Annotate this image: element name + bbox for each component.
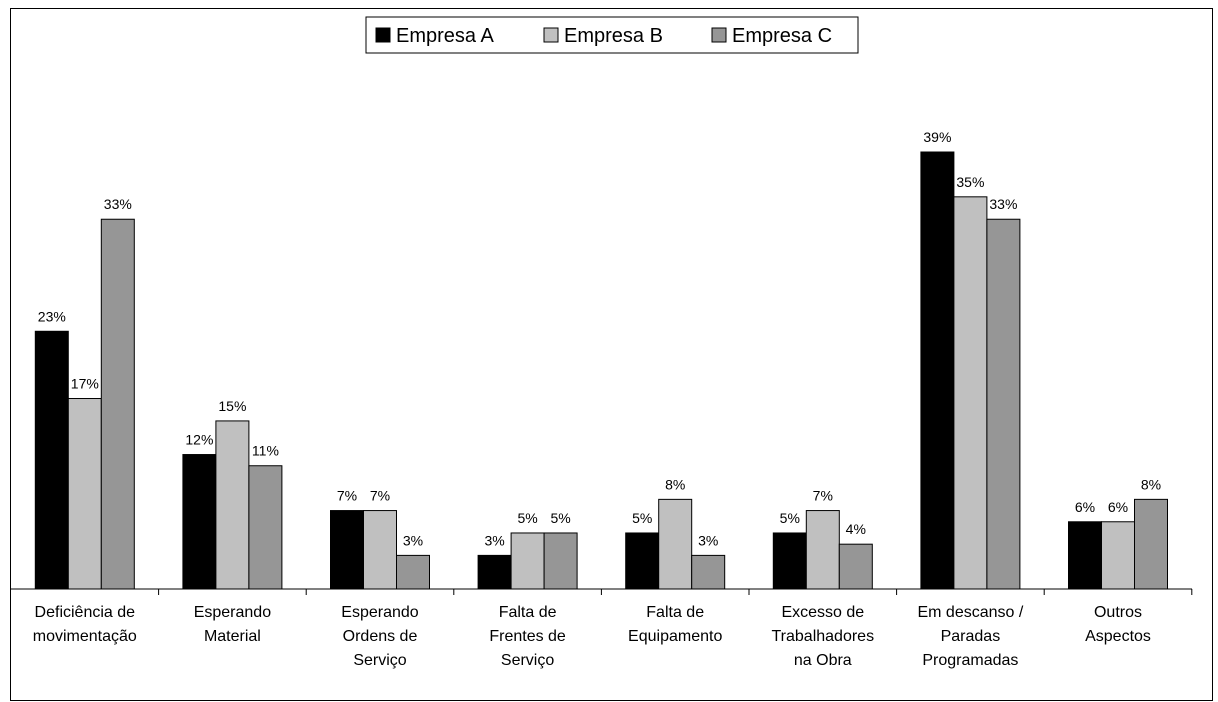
- data-label: 5%: [517, 510, 537, 526]
- legend-label: Empresa B: [564, 25, 663, 47]
- legend-box: [365, 16, 859, 54]
- bar-empresa-a: [920, 151, 955, 590]
- legend-swatch: [543, 27, 559, 43]
- data-label: 7%: [370, 488, 390, 504]
- bar-empresa-c: [838, 543, 873, 590]
- legend: Empresa A Empresa B Empresa C: [365, 16, 859, 54]
- bar-empresa-c: [248, 465, 283, 590]
- legend-label: Empresa A: [396, 25, 494, 47]
- data-label: 8%: [1141, 476, 1161, 492]
- legend-label: Empresa C: [732, 25, 832, 47]
- category-label: Falta de Frentes de Serviço: [489, 604, 566, 669]
- bar-empresa-a: [330, 510, 364, 590]
- bar-empresa-c: [100, 218, 135, 590]
- bar-empresa-b: [658, 498, 693, 590]
- data-label: 4%: [846, 521, 866, 537]
- category-label: Em descanso / Paradas Programadas: [917, 604, 1023, 669]
- bar-empresa-c: [986, 218, 1021, 590]
- data-label: 15%: [218, 398, 246, 414]
- bar-empresa-a: [34, 330, 69, 590]
- bar-empresa-a: [477, 554, 512, 590]
- chart-frame: 23% 12% 7% 3% 5% 5% 39% 6% 17% 15% 7% 5% 8% 7% 35% 6% 33…: [10, 8, 1213, 701]
- bar-empresa-b: [67, 398, 102, 590]
- data-label: 35%: [956, 174, 984, 190]
- bar-empresa-c: [396, 554, 430, 590]
- data-label: 33%: [104, 196, 132, 212]
- category-label: Excesso de Trabalhadores na Obra: [772, 604, 875, 669]
- data-label: 6%: [1108, 499, 1128, 515]
- bar-empresa-b: [953, 196, 988, 590]
- bar-empresa-a: [772, 532, 807, 590]
- data-label: 23%: [38, 308, 66, 324]
- data-label: 11%: [252, 443, 279, 459]
- data-label: 17%: [71, 376, 99, 392]
- bar-empresa-c: [543, 532, 578, 590]
- bar-empresa-c: [691, 554, 726, 590]
- legend-swatch: [375, 27, 391, 43]
- data-label: 3%: [484, 532, 504, 548]
- bar-empresa-b: [1101, 521, 1135, 590]
- bar-empresa-a: [1068, 521, 1102, 590]
- data-label: 3%: [698, 532, 718, 548]
- data-label: 12%: [185, 432, 213, 448]
- data-label: 3%: [403, 532, 423, 548]
- bar-empresa-b: [215, 420, 250, 590]
- data-label: 5%: [550, 510, 570, 526]
- data-label: 5%: [780, 510, 800, 526]
- data-label: 33%: [989, 196, 1017, 212]
- bar-empresa-b: [805, 510, 840, 590]
- bar-empresa-b: [363, 510, 397, 590]
- category-label: Esperando Material: [194, 604, 271, 645]
- data-label: 39%: [923, 129, 951, 145]
- data-label: 5%: [632, 510, 652, 526]
- legend-swatch: [711, 27, 727, 43]
- data-label: 7%: [337, 488, 357, 504]
- category-label: Falta de Equipamento: [628, 604, 722, 645]
- data-label: 6%: [1075, 499, 1095, 515]
- bar-empresa-a: [625, 532, 660, 590]
- category-label: Outros Aspectos: [1085, 604, 1151, 645]
- bar-empresa-b: [510, 532, 545, 590]
- category-label: Deficiência de movimentação: [33, 604, 137, 645]
- bar-empresa-a: [182, 454, 217, 590]
- category-label: Esperando Ordens de Serviço: [341, 604, 418, 669]
- data-label: 8%: [665, 476, 685, 492]
- bar-empresa-c: [1134, 498, 1168, 590]
- bar-chart: 23% 12% 7% 3% 5% 5% 39% 6% 17% 15% 7% 5% 8% 7% 35% 6% 33…: [11, 16, 1193, 669]
- data-label: 7%: [813, 488, 833, 504]
